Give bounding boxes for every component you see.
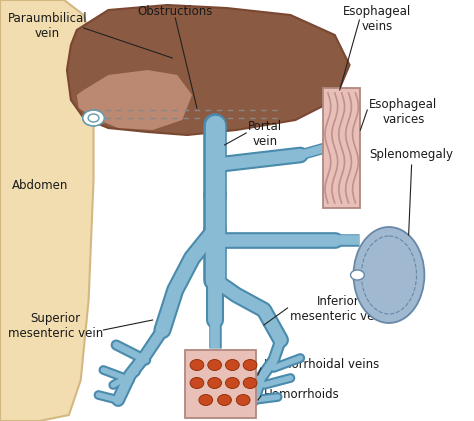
Ellipse shape (226, 360, 239, 370)
Text: Hemorrhoidal veins: Hemorrhoidal veins (264, 358, 379, 371)
Text: Splenomegaly: Splenomegaly (369, 148, 453, 161)
Ellipse shape (243, 360, 257, 370)
Text: Esophageal
varices: Esophageal varices (369, 98, 438, 126)
Ellipse shape (226, 378, 239, 389)
Ellipse shape (218, 394, 231, 405)
Text: Hemorrhoids: Hemorrhoids (264, 388, 340, 401)
Text: Superior
mesenteric vein: Superior mesenteric vein (8, 312, 103, 340)
Ellipse shape (237, 394, 250, 405)
Text: Esophageal
veins: Esophageal veins (343, 5, 411, 33)
Ellipse shape (351, 270, 365, 280)
Polygon shape (67, 5, 349, 135)
Text: Obstructions: Obstructions (137, 5, 213, 18)
Ellipse shape (190, 360, 204, 370)
Text: Abdomen: Abdomen (12, 179, 68, 192)
Polygon shape (77, 70, 192, 130)
Text: Portal
vein: Portal vein (248, 120, 282, 148)
Polygon shape (0, 0, 93, 421)
Ellipse shape (190, 378, 204, 389)
Text: Paraumbilical
vein: Paraumbilical vein (8, 12, 88, 40)
FancyBboxPatch shape (185, 350, 256, 418)
Ellipse shape (82, 110, 104, 126)
Ellipse shape (208, 360, 221, 370)
Text: Inferior
mesenteric vein: Inferior mesenteric vein (291, 295, 386, 323)
Ellipse shape (208, 378, 221, 389)
Ellipse shape (199, 394, 213, 405)
FancyBboxPatch shape (323, 88, 360, 208)
Ellipse shape (354, 227, 424, 323)
Ellipse shape (243, 378, 257, 389)
